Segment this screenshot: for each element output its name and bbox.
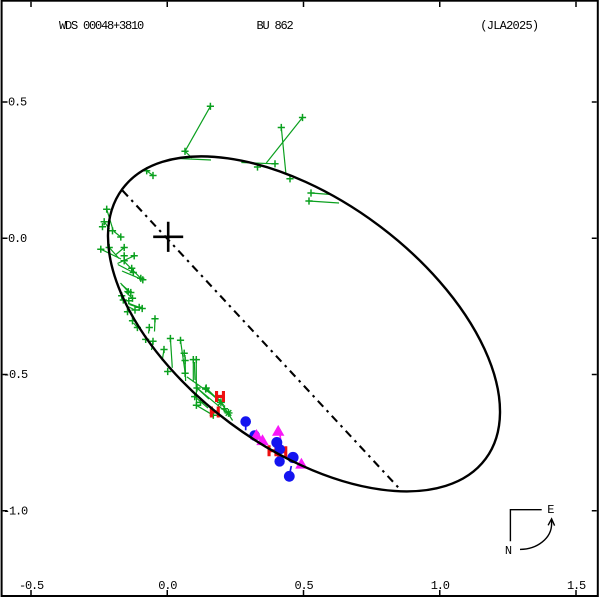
svg-text:BU 862: BU 862	[257, 19, 294, 33]
svg-text:0.5: 0.5	[295, 579, 314, 593]
svg-text:WDS 00048+3810: WDS 00048+3810	[59, 19, 144, 33]
svg-text:E: E	[547, 503, 554, 517]
svg-text:0.0: 0.0	[158, 579, 177, 593]
svg-text:0.0: 0.0	[8, 232, 27, 246]
svg-text:N: N	[505, 544, 512, 558]
svg-text:(JLA2025): (JLA2025)	[480, 19, 538, 33]
svg-text:1.5: 1.5	[567, 579, 586, 593]
svg-text:-0.5: -0.5	[19, 579, 44, 593]
svg-text:-1.0: -1.0	[3, 504, 28, 518]
svg-text:0.5: 0.5	[8, 96, 27, 110]
svg-text:1.0: 1.0	[431, 579, 450, 593]
svg-text:-0.5: -0.5	[3, 368, 28, 382]
